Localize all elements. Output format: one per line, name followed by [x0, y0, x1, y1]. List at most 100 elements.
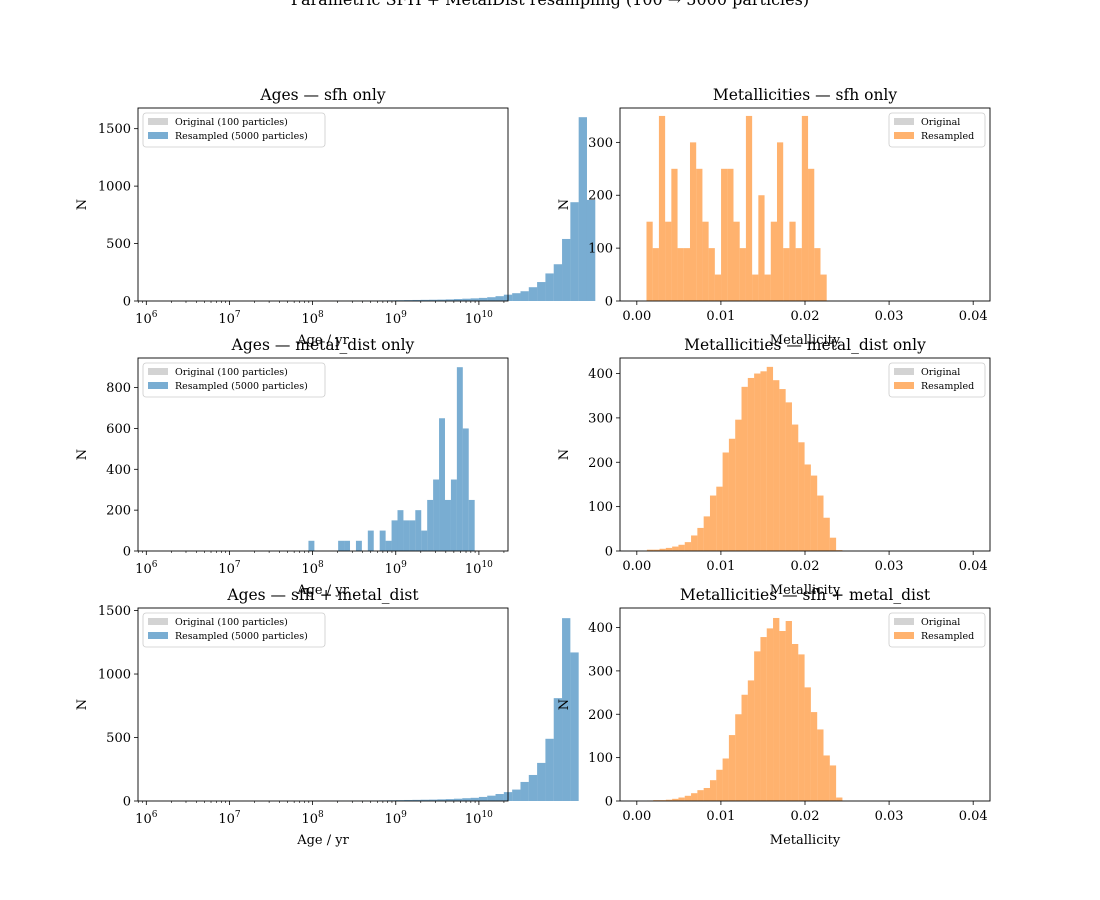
subplot-2: 0.00 0.01 0.02 0.03 0.04 0 100 200 300 Metallicit… — [557, 86, 991, 348]
bar — [735, 714, 742, 801]
bar — [367, 530, 374, 551]
bar — [823, 755, 830, 801]
legend-swatch-original — [148, 368, 168, 375]
bar — [766, 366, 774, 551]
bar — [391, 520, 398, 551]
bar — [403, 520, 410, 551]
bar — [570, 652, 579, 801]
legend-label-resampled: Resampled — [921, 631, 974, 642]
bar — [439, 418, 445, 551]
x-axis-label-5: Age / yr — [296, 833, 349, 848]
bar — [379, 530, 386, 551]
y-tick-label: 100 — [588, 500, 613, 515]
x-tick-label: 109 — [385, 560, 408, 577]
bar — [814, 248, 821, 301]
bar — [444, 499, 451, 551]
x-tick-label: 108 — [301, 810, 324, 827]
legend-label-original: Original (100 particles) — [175, 617, 288, 628]
y-tick-label: 0 — [123, 795, 131, 810]
bar — [537, 282, 546, 301]
bar — [702, 221, 709, 301]
bar — [798, 442, 805, 551]
legend-2: Original Resampled — [888, 112, 986, 148]
x-axis-label-6: Metallicity — [770, 833, 841, 848]
bar — [646, 549, 654, 551]
bar — [776, 142, 784, 301]
x-tick-label: 0.00 — [622, 559, 651, 574]
bar — [817, 495, 824, 551]
bar — [764, 274, 771, 301]
y-tick-label: 1000 — [98, 668, 131, 683]
axes-frame-3 — [137, 357, 509, 552]
bar — [709, 495, 717, 551]
bar — [420, 799, 430, 801]
legend-swatch-resampled — [894, 632, 914, 639]
x-tick-label: 1010 — [465, 310, 493, 327]
bar — [773, 617, 780, 801]
subplot-title-1: Ages — sfh only — [259, 86, 385, 104]
bar — [752, 274, 759, 301]
bar — [779, 630, 786, 801]
bar — [397, 510, 404, 551]
bar — [478, 297, 488, 301]
x-tick-label: 107 — [218, 310, 241, 327]
bar — [722, 758, 729, 801]
bar — [728, 438, 736, 551]
y-axis-label-4: N — [557, 449, 572, 460]
bar — [468, 499, 475, 551]
bar — [462, 298, 471, 301]
bar — [801, 115, 809, 301]
x-tick-label: 0.03 — [875, 809, 904, 824]
legend-swatch-resampled — [148, 132, 168, 139]
bar — [747, 377, 755, 551]
bar — [385, 540, 392, 551]
y-axis-label-2: N — [557, 199, 572, 210]
bar — [646, 221, 653, 301]
bars-4 — [646, 366, 843, 551]
x-tick-label: 0.02 — [791, 809, 820, 824]
y-tick-label: 0 — [605, 795, 613, 810]
y-tick-label: 0 — [605, 295, 613, 310]
bar — [678, 797, 685, 801]
bar — [696, 168, 703, 301]
x-tick-label: 0.02 — [791, 309, 820, 324]
bar — [453, 299, 463, 301]
subplot-4: 0.00 0.01 0.02 0.03 0.04 0 100 200 300 400 Metalli… — [557, 336, 991, 598]
legend-label-original: Original (100 particles) — [175, 117, 288, 128]
y-axis-label-3: N — [75, 449, 90, 460]
bar — [412, 799, 421, 801]
y-tick-label: 1500 — [98, 604, 131, 619]
bar — [415, 510, 422, 551]
legend-6: Original Resampled — [888, 612, 986, 648]
subplot-6: 0.00 0.01 0.02 0.03 0.04 0 100 200 300 400 Metalli… — [557, 586, 991, 848]
legend-swatch-original — [148, 618, 168, 625]
bar — [487, 795, 496, 801]
x-axis-label-3: Age / yr — [296, 583, 349, 598]
bar — [665, 799, 673, 801]
y-tick-label: 100 — [588, 751, 613, 766]
bar — [754, 651, 761, 801]
bar — [338, 540, 345, 551]
x-axis-label-1: Age / yr — [296, 333, 349, 348]
legend-1: Original (100 particles) Resampled (5000 … — [142, 112, 326, 148]
bar — [421, 530, 428, 551]
y-tick-label: 800 — [106, 381, 131, 396]
bar — [714, 274, 722, 301]
x-tick-label: 0.04 — [959, 559, 988, 574]
legend-swatch-resampled — [894, 382, 914, 389]
bar — [697, 527, 704, 551]
bar — [512, 789, 521, 801]
legend-box — [142, 362, 326, 398]
bar — [760, 371, 767, 551]
legend-box — [142, 612, 326, 648]
bar — [671, 168, 678, 301]
bar — [470, 797, 479, 801]
bar — [462, 798, 471, 801]
x-tick-label: 0.01 — [706, 309, 735, 324]
legend-label-original: Original (100 particles) — [175, 367, 288, 378]
y-axis-label-5: N — [75, 699, 90, 710]
y-tick-label: 500 — [106, 731, 131, 746]
bar — [653, 549, 660, 551]
x-tick-label: 109 — [385, 310, 408, 327]
subplot-title-4: Metallicities — metal_dist only — [684, 336, 926, 354]
